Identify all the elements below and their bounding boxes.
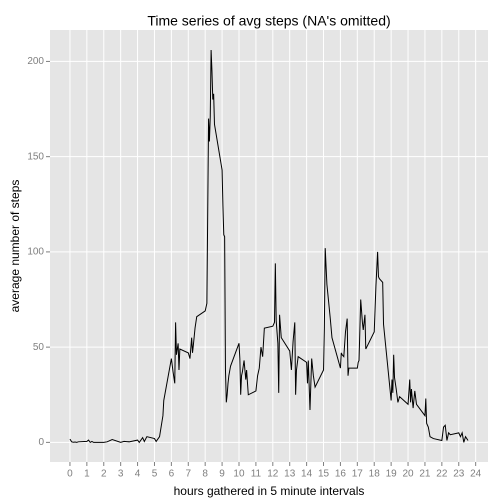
x-tick-label: 24	[470, 469, 482, 480]
x-tick-label: 6	[169, 469, 175, 480]
x-tick-label: 4	[135, 469, 141, 480]
x-tick-label: 15	[318, 469, 330, 480]
y-tick-label: 200	[27, 56, 44, 67]
x-tick-label: 0	[67, 469, 73, 480]
plot-panel	[50, 30, 488, 462]
y-axis-label: average number of steps	[8, 180, 22, 313]
x-tick-label: 22	[436, 469, 448, 480]
x-axis-label: hours gathered in 5 minute intervals	[174, 484, 365, 498]
x-tick-label: 17	[352, 469, 364, 480]
y-tick-label: 0	[38, 437, 44, 448]
x-tick-label: 14	[301, 469, 313, 480]
x-tick-label: 16	[335, 469, 347, 480]
x-tick-label: 10	[233, 469, 245, 480]
y-tick-label: 150	[27, 151, 44, 162]
x-tick-label: 23	[453, 469, 465, 480]
x-tick-label: 1	[84, 469, 90, 480]
x-tick-label: 20	[402, 469, 414, 480]
x-tick-label: 5	[152, 469, 158, 480]
x-tick-label: 12	[267, 469, 279, 480]
chart-title: Time series of avg steps (NA's omitted)	[147, 13, 390, 29]
data-line	[69, 49, 469, 444]
x-tick-label: 3	[118, 469, 124, 480]
x-tick-label: 21	[419, 469, 431, 480]
x-tick-label: 7	[185, 469, 191, 480]
x-tick-label: 11	[251, 469, 262, 480]
x-tick-label: 13	[284, 469, 296, 480]
x-tick-label: 19	[386, 469, 398, 480]
y-tick-label: 50	[33, 342, 45, 353]
y-tick-label: 100	[27, 247, 44, 258]
x-tick-label: 2	[101, 469, 107, 480]
x-tick-label: 8	[202, 469, 208, 480]
x-tick-label: 9	[219, 469, 225, 480]
x-tick-label: 18	[369, 469, 381, 480]
